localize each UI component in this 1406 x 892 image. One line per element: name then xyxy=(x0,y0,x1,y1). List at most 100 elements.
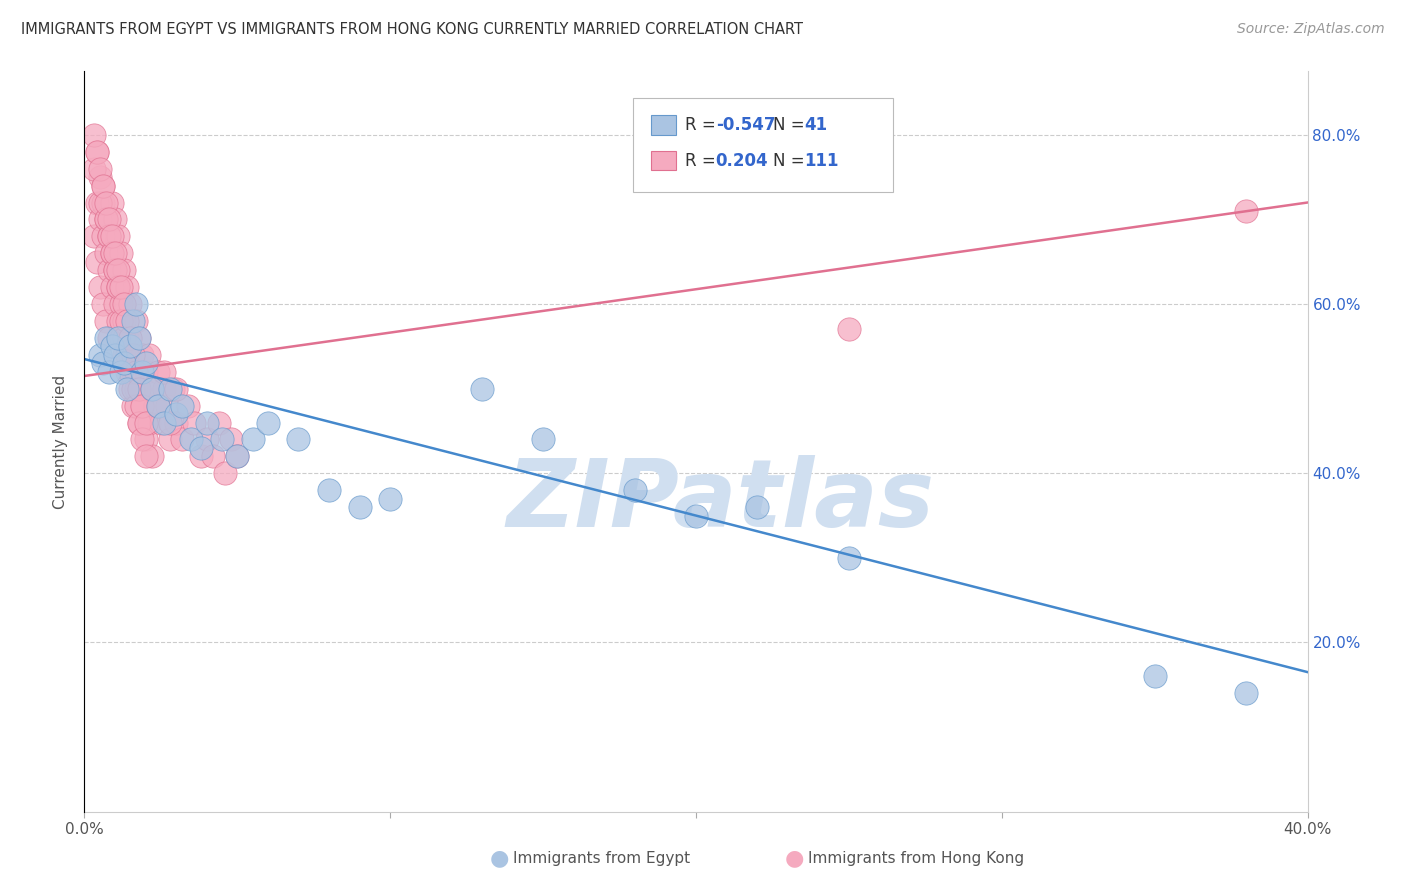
Point xyxy=(128,331,150,345)
Point xyxy=(101,195,124,210)
Point xyxy=(219,433,242,447)
Point xyxy=(94,212,117,227)
Point xyxy=(122,314,145,328)
Point xyxy=(115,280,138,294)
Point xyxy=(183,416,205,430)
Point xyxy=(195,416,218,430)
Point xyxy=(226,450,249,464)
Point xyxy=(107,263,129,277)
Point xyxy=(131,399,153,413)
Point xyxy=(156,399,179,413)
Point xyxy=(112,348,135,362)
Text: IMMIGRANTS FROM EGYPT VS IMMIGRANTS FROM HONG KONG CURRENTLY MARRIED CORRELATION: IMMIGRANTS FROM EGYPT VS IMMIGRANTS FROM… xyxy=(21,22,803,37)
Point xyxy=(89,195,111,210)
Point xyxy=(125,297,148,311)
Text: -0.547: -0.547 xyxy=(716,116,775,134)
Point xyxy=(128,382,150,396)
Point xyxy=(112,263,135,277)
Point xyxy=(101,246,124,260)
Point xyxy=(110,314,132,328)
Point xyxy=(380,491,402,506)
Point xyxy=(172,399,194,413)
Point xyxy=(165,416,187,430)
Point xyxy=(146,365,169,379)
Point xyxy=(97,229,120,244)
Point xyxy=(1236,204,1258,219)
Point xyxy=(101,339,124,353)
Point xyxy=(94,314,117,328)
Point xyxy=(131,348,153,362)
Point xyxy=(89,170,111,185)
Point xyxy=(89,212,111,227)
Point xyxy=(125,382,148,396)
Point xyxy=(838,550,860,565)
Point xyxy=(125,314,148,328)
Point xyxy=(120,331,142,345)
Text: ●: ● xyxy=(785,848,804,868)
Point xyxy=(86,254,108,268)
Point xyxy=(159,416,181,430)
Point xyxy=(97,331,120,345)
Point xyxy=(122,399,145,413)
Point xyxy=(107,331,129,345)
Point xyxy=(97,212,120,227)
Point xyxy=(135,433,157,447)
Text: N =: N = xyxy=(773,152,810,169)
Point xyxy=(125,399,148,413)
Point xyxy=(107,280,129,294)
Point xyxy=(135,365,157,379)
Point xyxy=(115,331,138,345)
Point xyxy=(153,382,176,396)
Point xyxy=(172,433,194,447)
Point xyxy=(104,263,127,277)
Point xyxy=(110,297,132,311)
Text: 41: 41 xyxy=(804,116,827,134)
Text: 111: 111 xyxy=(804,152,839,169)
Text: ●: ● xyxy=(489,848,509,868)
Point xyxy=(115,348,138,362)
Y-axis label: Currently Married: Currently Married xyxy=(53,375,69,508)
Point xyxy=(141,450,163,464)
Point xyxy=(135,356,157,370)
Point xyxy=(115,314,138,328)
Point xyxy=(131,365,153,379)
Point xyxy=(226,450,249,464)
Point xyxy=(242,433,264,447)
Point xyxy=(162,382,184,396)
Point xyxy=(214,467,236,481)
Point xyxy=(94,331,117,345)
Text: Immigrants from Egypt: Immigrants from Egypt xyxy=(513,851,690,865)
Point xyxy=(91,297,114,311)
Point xyxy=(112,314,135,328)
Point xyxy=(128,416,150,430)
Point xyxy=(195,433,218,447)
Point xyxy=(135,450,157,464)
Point xyxy=(471,382,494,396)
Point xyxy=(97,365,120,379)
Point xyxy=(89,280,111,294)
Point xyxy=(138,348,160,362)
Point xyxy=(838,322,860,336)
Point xyxy=(349,500,371,515)
Point xyxy=(110,246,132,260)
Point xyxy=(86,195,108,210)
Point xyxy=(685,508,707,523)
Point xyxy=(112,297,135,311)
Point xyxy=(125,365,148,379)
Point xyxy=(141,382,163,396)
Point xyxy=(165,407,187,421)
Point xyxy=(141,382,163,396)
Point xyxy=(146,399,169,413)
Point xyxy=(201,450,224,464)
Point xyxy=(120,339,142,353)
Point xyxy=(122,365,145,379)
Point xyxy=(120,297,142,311)
Point xyxy=(208,416,231,430)
Point xyxy=(112,356,135,370)
Point xyxy=(128,416,150,430)
Point xyxy=(211,433,233,447)
Point xyxy=(101,229,124,244)
Point xyxy=(747,500,769,515)
Point xyxy=(104,348,127,362)
Point xyxy=(159,382,181,396)
